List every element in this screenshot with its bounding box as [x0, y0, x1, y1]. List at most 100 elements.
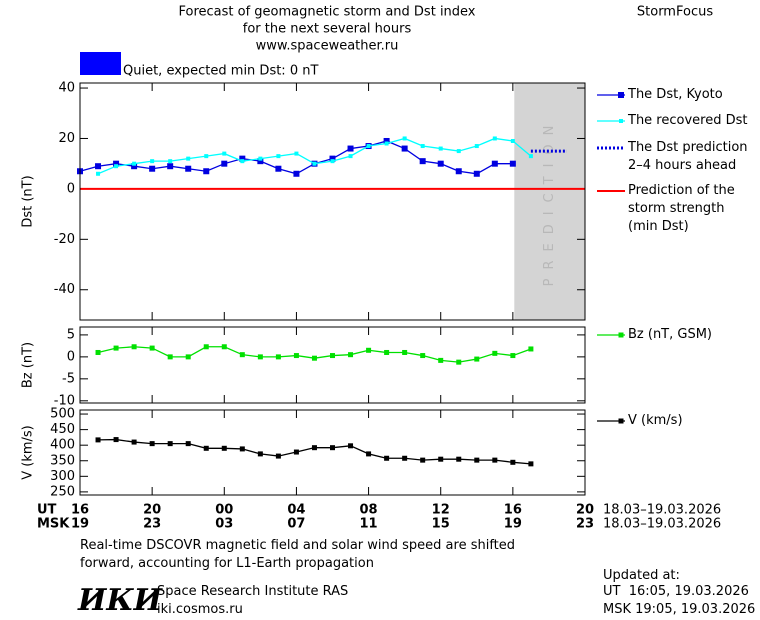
data-point [420, 353, 426, 359]
x-axis-label: UT [37, 503, 57, 518]
y-tick-label: -10 [54, 393, 75, 408]
data-point [95, 349, 101, 355]
title-line: www.spaceweather.ru [256, 39, 399, 54]
data-point [528, 346, 534, 352]
y-tick-label: 300 [50, 469, 75, 484]
data-point [438, 456, 444, 462]
data-point [492, 350, 498, 356]
data-point [330, 159, 335, 164]
data-point [185, 165, 192, 172]
y-axis-label: Dst (nT) [21, 175, 36, 227]
data-point [438, 146, 443, 151]
title-line: for the next several hours [243, 22, 412, 37]
legend-label: The Dst prediction 2–4 hours ahead [628, 140, 748, 173]
data-point [438, 357, 444, 363]
data-point [276, 154, 281, 159]
legend-label: V (km/s) [628, 413, 683, 428]
data-point [456, 149, 461, 154]
data-point [347, 145, 354, 152]
data-point [222, 151, 227, 156]
data-point [257, 354, 263, 360]
data-point [203, 344, 209, 350]
y-tick-label: 5 [67, 327, 75, 342]
legend-label: The Dst, Kyoto [628, 87, 723, 102]
data-point [221, 344, 227, 350]
legend-label: The recovered Dst [628, 113, 748, 128]
data-point [150, 159, 155, 164]
site: iki.cosmos.ru [157, 602, 243, 617]
data-point [221, 160, 228, 167]
y-tick-label: 500 [50, 407, 75, 422]
data-point [149, 441, 155, 447]
plot-frame [79, 82, 586, 321]
y-tick-label: 350 [50, 453, 75, 468]
data-point [203, 445, 209, 451]
x2-tick-label: 23 [143, 517, 161, 532]
y-tick-label: -5 [62, 371, 75, 386]
status-swatch [80, 52, 121, 75]
data-point [257, 451, 263, 457]
data-point [492, 136, 497, 141]
x2-tick-label: 03 [215, 517, 233, 532]
data-point [528, 154, 533, 159]
data-point [185, 354, 191, 360]
data-point [275, 453, 281, 459]
data-point [384, 455, 390, 461]
x2-axis-label: MSK [37, 517, 70, 532]
data-point [293, 170, 300, 177]
x2-tick-label: 07 [287, 517, 305, 532]
data-point [257, 158, 264, 165]
updated-ut: UT 16:05, 19.03.2026 [603, 584, 749, 599]
data-point [474, 144, 479, 149]
legend-marker [618, 332, 624, 338]
legend-label: Prediction of the storm strength (min Ds… [628, 183, 735, 234]
brand: StormFocus [637, 5, 713, 20]
x-tick-label: 16 [71, 503, 89, 518]
legend-marker [618, 92, 624, 98]
y-tick-label: 0 [67, 181, 75, 196]
prediction-label: PREDICTION [542, 117, 557, 287]
y-tick-label: -20 [54, 232, 75, 247]
data-point [114, 164, 119, 169]
data-point [348, 154, 353, 159]
data-point [383, 137, 390, 144]
series-line [98, 438, 531, 465]
data-point [329, 155, 336, 162]
y-tick-label: 250 [50, 484, 75, 499]
data-point [419, 158, 426, 165]
data-point [311, 445, 317, 451]
x2-tick-label: 23 [576, 517, 594, 532]
data-point [239, 155, 246, 162]
x-tick-label: 08 [360, 503, 378, 518]
data-point [420, 144, 425, 149]
x-tick-label: 12 [432, 503, 450, 518]
y-axis-label: V (km/s) [21, 425, 36, 480]
data-point [384, 349, 390, 355]
data-point [168, 159, 173, 164]
y-tick-label: 20 [58, 131, 75, 146]
logo: ИКИ [78, 583, 162, 618]
plot-frame [79, 326, 586, 404]
data-point [113, 437, 119, 443]
data-point [239, 352, 245, 358]
data-point [167, 441, 173, 447]
data-point [456, 456, 462, 462]
data-point [510, 353, 516, 359]
data-point [132, 161, 137, 166]
data-point [311, 355, 317, 361]
data-point [294, 151, 299, 156]
data-point [474, 457, 480, 463]
data-point [293, 353, 299, 359]
data-point [95, 437, 101, 443]
data-point [167, 163, 174, 170]
y-axis-label: Bz (nT) [21, 342, 36, 388]
legend-label: Bz (nT, GSM) [628, 327, 713, 342]
data-point [239, 446, 245, 452]
data-point [96, 171, 101, 176]
y-tick-label: -40 [54, 282, 75, 297]
series-line [97, 137, 532, 175]
x-tick-label: 04 [287, 503, 305, 518]
institute: Space Research Institute RAS [157, 584, 349, 599]
series-line [79, 140, 513, 175]
